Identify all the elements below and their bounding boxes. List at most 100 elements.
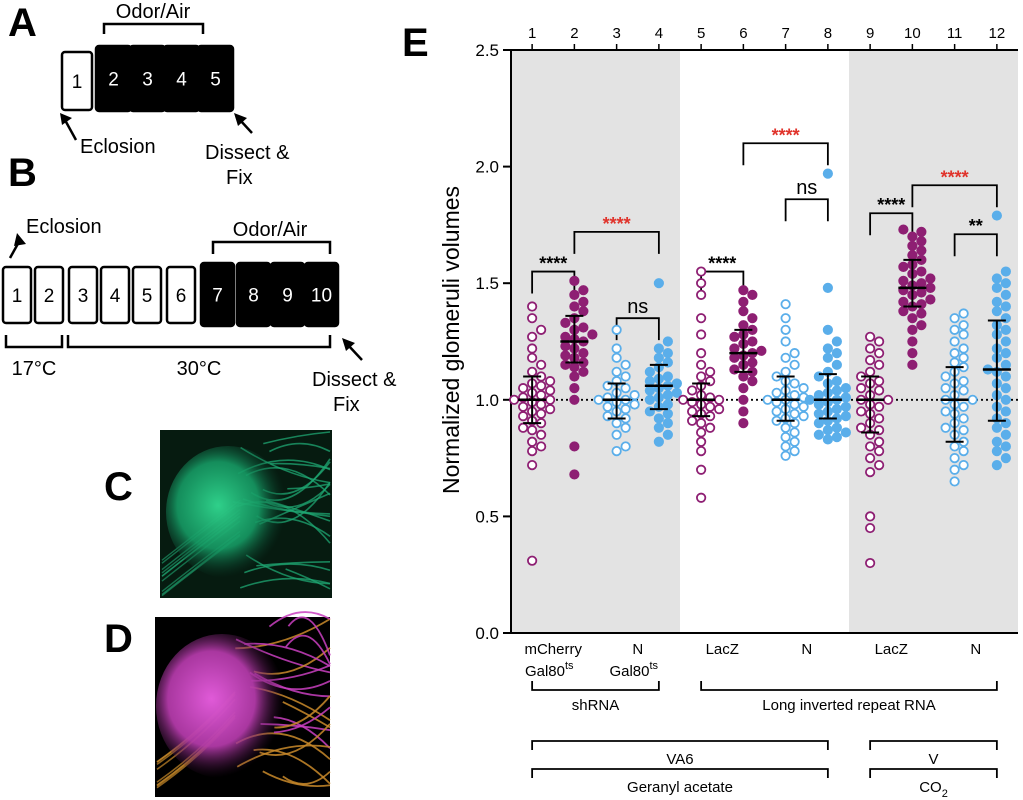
data-point xyxy=(898,306,909,317)
data-point xyxy=(780,299,791,310)
data-point xyxy=(518,422,529,433)
data-point xyxy=(714,404,725,415)
data-point xyxy=(898,261,909,272)
panel-c-glomerulus xyxy=(166,446,290,578)
data-point xyxy=(611,418,622,429)
data-point xyxy=(653,352,664,363)
data-point xyxy=(662,371,673,382)
data-point xyxy=(907,250,918,261)
x-category-superscript: ts xyxy=(565,660,574,672)
data-point xyxy=(527,555,538,566)
data-point xyxy=(620,371,631,382)
data-point xyxy=(696,427,707,438)
panel-a-letter: A xyxy=(8,1,37,45)
data-point xyxy=(560,350,571,361)
data-point xyxy=(1000,394,1011,405)
data-point xyxy=(831,404,842,415)
data-point xyxy=(662,348,673,359)
panel-b: B Eclosion Odor/Air 1 2 3 4 5 6 7 8 9 10 17°C 30°… xyxy=(1,151,397,416)
data-point xyxy=(991,210,1002,221)
data-point xyxy=(696,359,707,370)
data-point xyxy=(653,343,664,354)
data-point xyxy=(1000,359,1011,370)
data-point xyxy=(747,289,758,300)
data-point xyxy=(813,429,824,440)
panel-d-glomerulus xyxy=(156,634,288,778)
timeline-day-box xyxy=(199,261,236,328)
data-point xyxy=(789,436,800,447)
data-point xyxy=(874,459,885,471)
panel-a-odor-label: Odor/Air xyxy=(116,1,191,23)
top-group-label: 12 xyxy=(989,25,1006,42)
timeline-day-number: 8 xyxy=(248,286,259,307)
data-point xyxy=(644,394,655,405)
data-point xyxy=(527,331,538,342)
data-point xyxy=(780,441,791,452)
timeline-day-number: 5 xyxy=(210,70,221,91)
data-point xyxy=(907,231,918,242)
data-point xyxy=(780,432,791,443)
data-point xyxy=(813,390,824,401)
top-group-label: 5 xyxy=(697,25,705,42)
data-point xyxy=(593,394,604,405)
data-point xyxy=(874,348,885,359)
data-point xyxy=(991,459,1002,471)
category-bracket xyxy=(531,768,829,778)
data-point xyxy=(696,371,707,382)
data-point xyxy=(644,366,655,377)
data-point xyxy=(856,422,867,433)
data-point xyxy=(898,224,909,235)
fiber-strand xyxy=(285,634,331,665)
data-point xyxy=(527,313,538,324)
data-point xyxy=(991,306,1002,317)
timeline-day-number: 2 xyxy=(44,286,55,307)
timeline-day-box xyxy=(1,265,33,325)
data-point xyxy=(696,418,707,429)
panel-b-30c-bracket xyxy=(66,335,332,349)
data-point xyxy=(578,322,589,333)
data-point xyxy=(907,240,918,251)
data-point xyxy=(536,324,547,335)
data-point xyxy=(527,425,538,436)
data-point xyxy=(1000,441,1011,452)
data-point xyxy=(831,348,842,359)
significance-bracket xyxy=(953,233,998,257)
panel-b-dissect-label-1: Dissect & xyxy=(312,369,397,391)
data-point xyxy=(518,401,529,412)
data-point xyxy=(865,355,876,366)
top-group-label: 3 xyxy=(612,25,620,42)
data-point xyxy=(578,348,589,359)
data-point xyxy=(578,366,589,377)
data-point xyxy=(671,378,682,389)
data-point xyxy=(678,394,689,405)
data-point xyxy=(949,464,960,475)
data-point xyxy=(696,329,707,340)
data-point xyxy=(940,406,951,417)
data-point xyxy=(865,441,876,452)
data-point xyxy=(545,404,556,415)
fiber-strand xyxy=(287,483,331,490)
panel-a-eclosion-arrow xyxy=(63,119,78,141)
data-point xyxy=(518,383,529,394)
category-bracket-subscript: 2 xyxy=(942,788,948,800)
data-point xyxy=(705,366,716,377)
data-point xyxy=(696,464,707,475)
data-point xyxy=(780,422,791,433)
x-category-label: N xyxy=(970,641,981,658)
panel-b-timeline: 1 2 3 4 5 6 7 8 9 10 xyxy=(1,261,340,328)
data-point xyxy=(949,441,960,452)
data-point xyxy=(705,422,716,433)
data-point xyxy=(789,427,800,438)
data-point xyxy=(840,427,851,438)
data-point xyxy=(738,296,749,307)
data-point xyxy=(662,418,673,429)
data-point xyxy=(729,331,740,342)
timeline-day-box xyxy=(131,265,163,325)
data-point xyxy=(696,348,707,359)
data-point xyxy=(804,394,815,405)
data-point xyxy=(611,324,622,335)
data-point xyxy=(536,399,547,410)
data-point xyxy=(991,446,1002,457)
